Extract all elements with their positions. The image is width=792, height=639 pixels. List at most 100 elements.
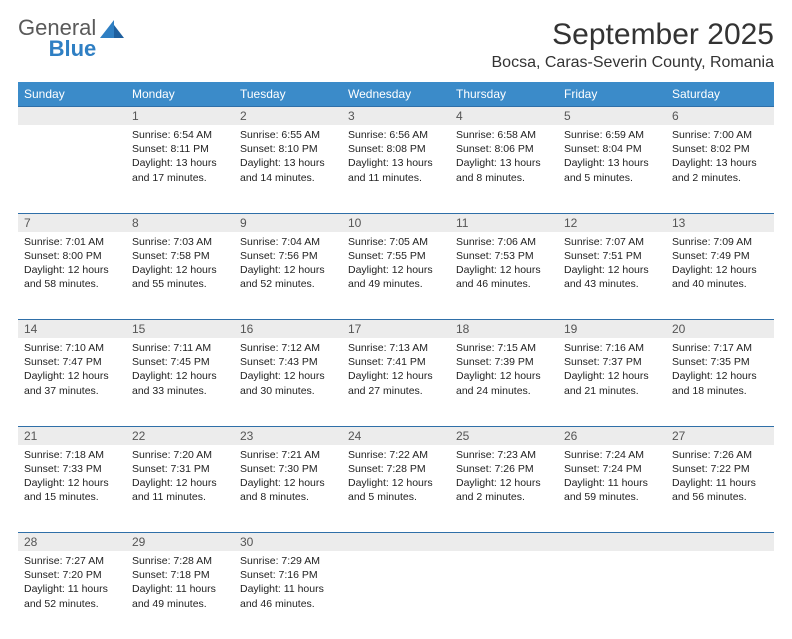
day-body: Sunrise: 6:59 AMSunset: 8:04 PMDaylight:…: [558, 125, 666, 197]
day-cell: [342, 551, 450, 639]
day-number-cell: 25: [450, 426, 558, 445]
day-cell: Sunrise: 6:54 AMSunset: 8:11 PMDaylight:…: [126, 125, 234, 213]
day-cell: Sunrise: 7:07 AMSunset: 7:51 PMDaylight:…: [558, 232, 666, 320]
day-body: Sunrise: 7:13 AMSunset: 7:41 PMDaylight:…: [342, 338, 450, 410]
day-number-cell: 20: [666, 320, 774, 339]
day-cell: [18, 125, 126, 213]
week-body-row: Sunrise: 7:10 AMSunset: 7:47 PMDaylight:…: [18, 338, 774, 426]
day-body: Sunrise: 6:58 AMSunset: 8:06 PMDaylight:…: [450, 125, 558, 197]
day-number-cell: 16: [234, 320, 342, 339]
day-cell: Sunrise: 7:16 AMSunset: 7:37 PMDaylight:…: [558, 338, 666, 426]
weekday-header: Sunday: [18, 82, 126, 107]
day-number-cell: 11: [450, 213, 558, 232]
day-cell: Sunrise: 7:22 AMSunset: 7:28 PMDaylight:…: [342, 445, 450, 533]
weekday-header: Monday: [126, 82, 234, 107]
day-number-cell: 21: [18, 426, 126, 445]
brand-line2: Blue: [18, 39, 96, 60]
day-cell: Sunrise: 7:26 AMSunset: 7:22 PMDaylight:…: [666, 445, 774, 533]
day-cell: Sunrise: 7:28 AMSunset: 7:18 PMDaylight:…: [126, 551, 234, 639]
day-body: Sunrise: 7:11 AMSunset: 7:45 PMDaylight:…: [126, 338, 234, 410]
day-cell: Sunrise: 7:29 AMSunset: 7:16 PMDaylight:…: [234, 551, 342, 639]
day-body: Sunrise: 7:26 AMSunset: 7:22 PMDaylight:…: [666, 445, 774, 517]
day-number-cell: 8: [126, 213, 234, 232]
day-body: Sunrise: 7:21 AMSunset: 7:30 PMDaylight:…: [234, 445, 342, 517]
week-daynum-row: 14151617181920: [18, 320, 774, 339]
day-cell: Sunrise: 6:59 AMSunset: 8:04 PMDaylight:…: [558, 125, 666, 213]
day-body: [342, 551, 450, 623]
weekday-header: Saturday: [666, 82, 774, 107]
week-daynum-row: 78910111213: [18, 213, 774, 232]
day-number-cell: 28: [18, 533, 126, 552]
day-body: Sunrise: 7:12 AMSunset: 7:43 PMDaylight:…: [234, 338, 342, 410]
day-number-cell: 12: [558, 213, 666, 232]
day-cell: [450, 551, 558, 639]
day-number-cell: 14: [18, 320, 126, 339]
day-number-cell: 3: [342, 107, 450, 126]
page-title: September 2025: [492, 18, 775, 52]
day-cell: Sunrise: 7:01 AMSunset: 8:00 PMDaylight:…: [18, 232, 126, 320]
weekday-header: Wednesday: [342, 82, 450, 107]
day-cell: Sunrise: 6:55 AMSunset: 8:10 PMDaylight:…: [234, 125, 342, 213]
day-cell: [558, 551, 666, 639]
day-body: Sunrise: 7:10 AMSunset: 7:47 PMDaylight:…: [18, 338, 126, 410]
day-cell: Sunrise: 6:56 AMSunset: 8:08 PMDaylight:…: [342, 125, 450, 213]
day-body: Sunrise: 7:17 AMSunset: 7:35 PMDaylight:…: [666, 338, 774, 410]
day-cell: Sunrise: 7:00 AMSunset: 8:02 PMDaylight:…: [666, 125, 774, 213]
logo-triangle-icon: [100, 20, 124, 43]
day-number-cell: 13: [666, 213, 774, 232]
day-number-cell: 17: [342, 320, 450, 339]
day-body: Sunrise: 7:24 AMSunset: 7:24 PMDaylight:…: [558, 445, 666, 517]
week-body-row: Sunrise: 7:01 AMSunset: 8:00 PMDaylight:…: [18, 232, 774, 320]
week-body-row: Sunrise: 7:18 AMSunset: 7:33 PMDaylight:…: [18, 445, 774, 533]
day-cell: Sunrise: 7:03 AMSunset: 7:58 PMDaylight:…: [126, 232, 234, 320]
day-body: Sunrise: 7:00 AMSunset: 8:02 PMDaylight:…: [666, 125, 774, 197]
day-body: Sunrise: 7:09 AMSunset: 7:49 PMDaylight:…: [666, 232, 774, 304]
day-number-cell: 30: [234, 533, 342, 552]
day-cell: Sunrise: 7:17 AMSunset: 7:35 PMDaylight:…: [666, 338, 774, 426]
day-body: [666, 551, 774, 623]
day-number-cell: 9: [234, 213, 342, 232]
day-cell: Sunrise: 7:24 AMSunset: 7:24 PMDaylight:…: [558, 445, 666, 533]
day-cell: Sunrise: 7:13 AMSunset: 7:41 PMDaylight:…: [342, 338, 450, 426]
day-body: Sunrise: 7:29 AMSunset: 7:16 PMDaylight:…: [234, 551, 342, 623]
day-number-cell: 19: [558, 320, 666, 339]
day-number-cell: 2: [234, 107, 342, 126]
week-body-row: Sunrise: 6:54 AMSunset: 8:11 PMDaylight:…: [18, 125, 774, 213]
day-number-cell: 26: [558, 426, 666, 445]
day-body: Sunrise: 6:56 AMSunset: 8:08 PMDaylight:…: [342, 125, 450, 197]
day-body: Sunrise: 7:15 AMSunset: 7:39 PMDaylight:…: [450, 338, 558, 410]
day-body: Sunrise: 6:54 AMSunset: 8:11 PMDaylight:…: [126, 125, 234, 197]
title-block: September 2025 Bocsa, Caras-Severin Coun…: [492, 18, 775, 72]
day-body: Sunrise: 6:55 AMSunset: 8:10 PMDaylight:…: [234, 125, 342, 197]
day-body: Sunrise: 7:03 AMSunset: 7:58 PMDaylight:…: [126, 232, 234, 304]
day-cell: Sunrise: 7:12 AMSunset: 7:43 PMDaylight:…: [234, 338, 342, 426]
day-body: Sunrise: 7:07 AMSunset: 7:51 PMDaylight:…: [558, 232, 666, 304]
day-cell: Sunrise: 7:27 AMSunset: 7:20 PMDaylight:…: [18, 551, 126, 639]
day-body: Sunrise: 7:04 AMSunset: 7:56 PMDaylight:…: [234, 232, 342, 304]
day-cell: Sunrise: 7:09 AMSunset: 7:49 PMDaylight:…: [666, 232, 774, 320]
day-cell: Sunrise: 6:58 AMSunset: 8:06 PMDaylight:…: [450, 125, 558, 213]
calendar-body: 123456Sunrise: 6:54 AMSunset: 8:11 PMDay…: [18, 107, 774, 639]
day-number-cell: 1: [126, 107, 234, 126]
location-label: Bocsa, Caras-Severin County, Romania: [492, 54, 775, 72]
day-body: Sunrise: 7:06 AMSunset: 7:53 PMDaylight:…: [450, 232, 558, 304]
day-number-cell: 15: [126, 320, 234, 339]
day-number-cell: 29: [126, 533, 234, 552]
day-body: Sunrise: 7:05 AMSunset: 7:55 PMDaylight:…: [342, 232, 450, 304]
day-number-cell: 27: [666, 426, 774, 445]
day-body: Sunrise: 7:18 AMSunset: 7:33 PMDaylight:…: [18, 445, 126, 517]
day-number-cell: 24: [342, 426, 450, 445]
calendar-header: SundayMondayTuesdayWednesdayThursdayFrid…: [18, 82, 774, 107]
day-body: [558, 551, 666, 623]
weekday-header: Thursday: [450, 82, 558, 107]
week-daynum-row: 21222324252627: [18, 426, 774, 445]
day-body: Sunrise: 7:16 AMSunset: 7:37 PMDaylight:…: [558, 338, 666, 410]
brand-text: General Blue: [18, 18, 96, 60]
day-body: [450, 551, 558, 623]
day-cell: Sunrise: 7:20 AMSunset: 7:31 PMDaylight:…: [126, 445, 234, 533]
day-cell: Sunrise: 7:04 AMSunset: 7:56 PMDaylight:…: [234, 232, 342, 320]
day-body: [18, 125, 126, 197]
day-body: Sunrise: 7:23 AMSunset: 7:26 PMDaylight:…: [450, 445, 558, 517]
day-number-cell: 5: [558, 107, 666, 126]
day-cell: Sunrise: 7:18 AMSunset: 7:33 PMDaylight:…: [18, 445, 126, 533]
